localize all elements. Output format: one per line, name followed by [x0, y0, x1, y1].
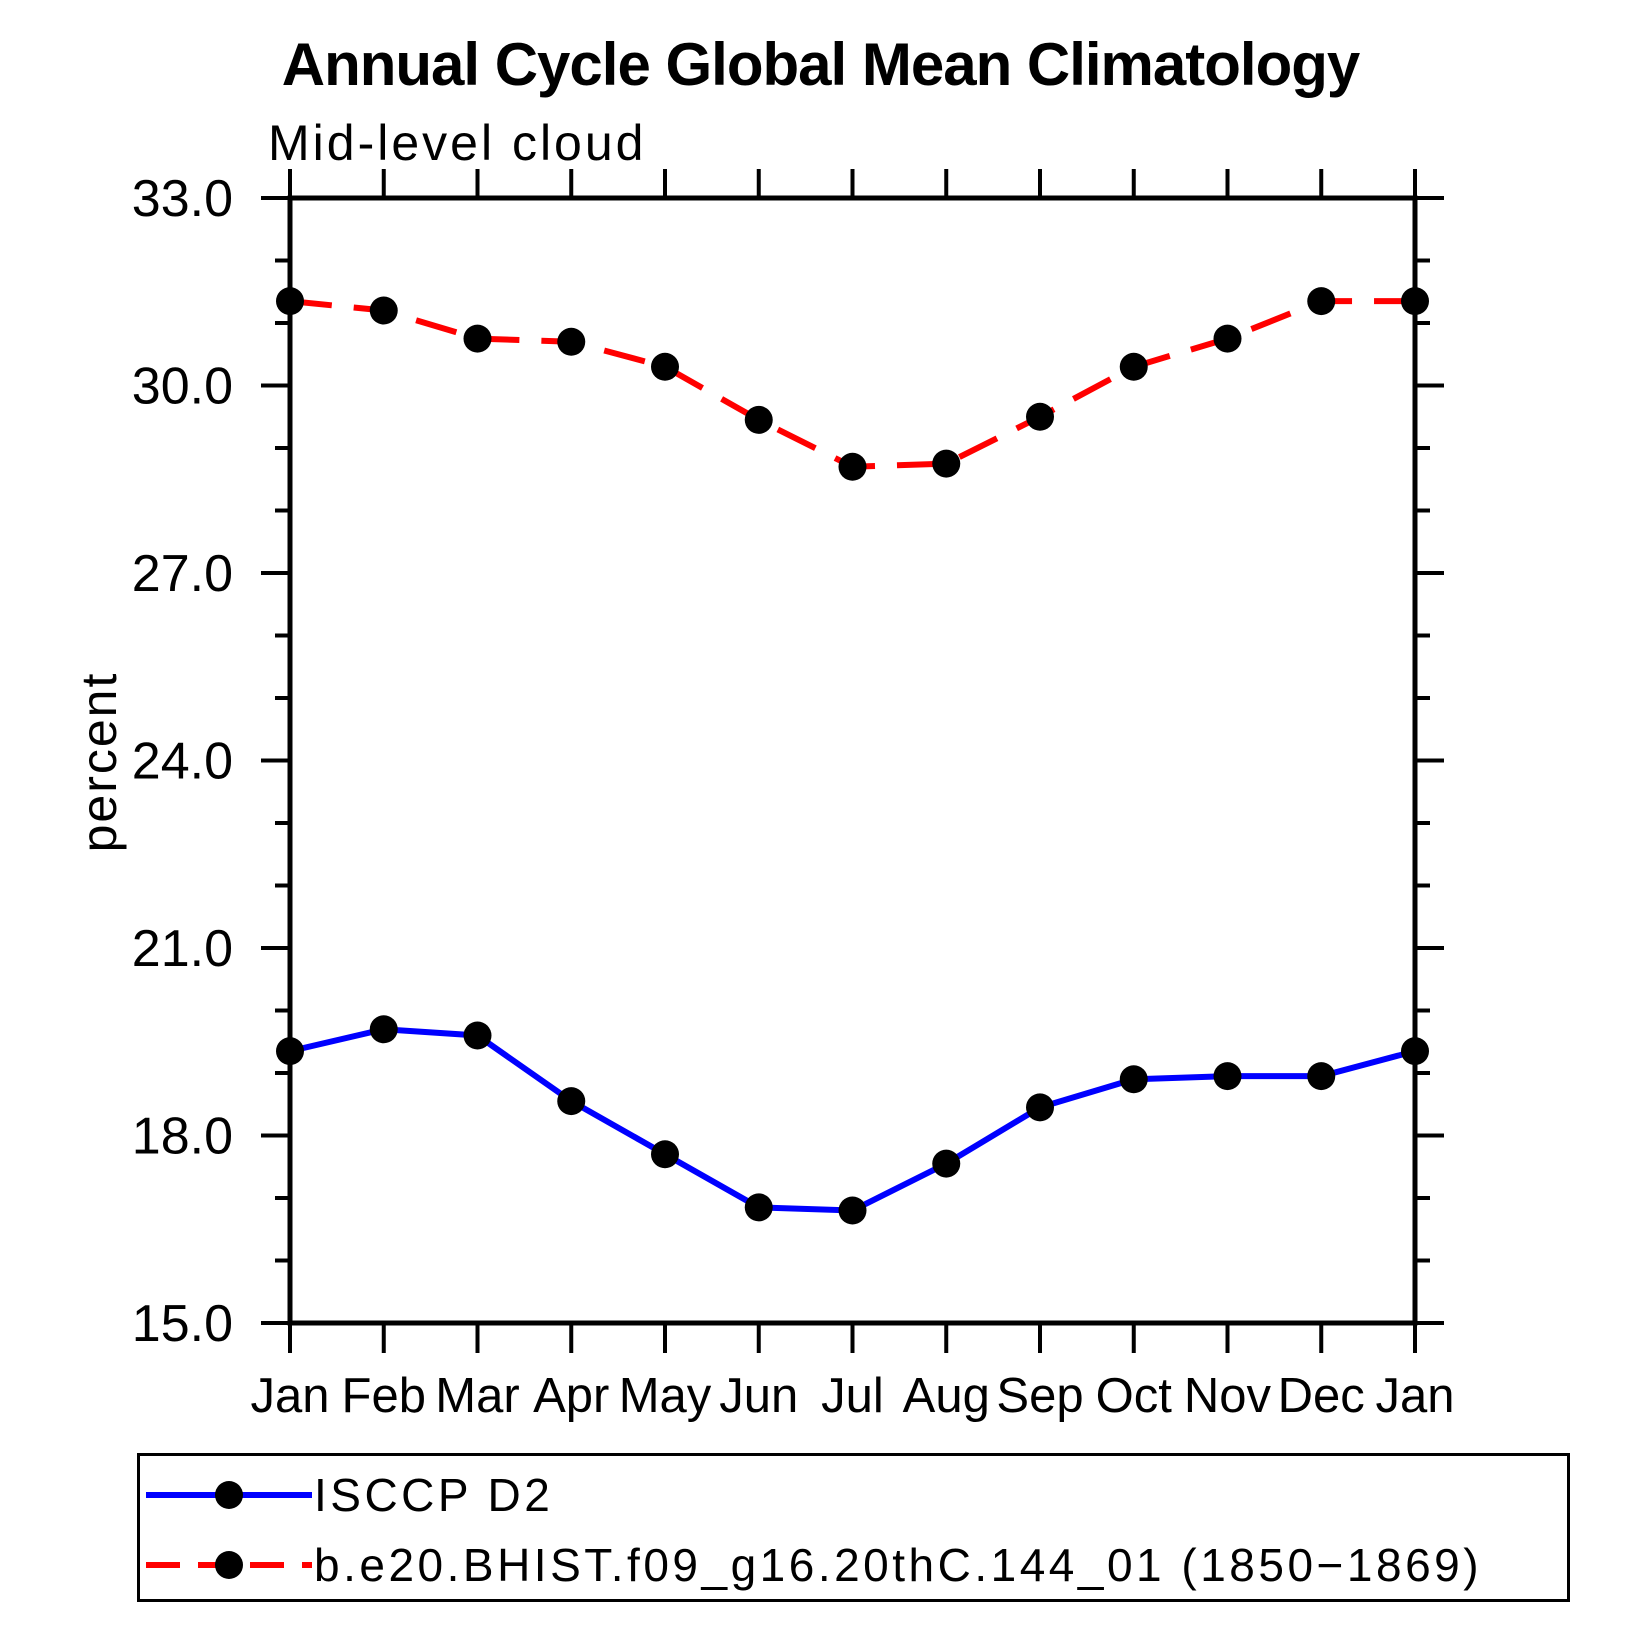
legend-sample-marker	[215, 1551, 243, 1579]
data-point-marker	[838, 1196, 867, 1225]
x-tick-label: May	[619, 1369, 712, 1423]
legend-label: b.e20.BHIST.f09_g16.20thC.144_01 (1850−1…	[314, 1539, 1483, 1591]
legend-sample-marker	[215, 1481, 243, 1509]
data-point-marker	[1307, 287, 1336, 316]
y-tick-label: 33.0	[132, 170, 233, 228]
data-point-marker	[838, 452, 867, 481]
x-tick-label: Dec	[1278, 1369, 1365, 1423]
y-tick-label: 30.0	[132, 358, 233, 416]
legend-label: ISCCP D2	[314, 1469, 554, 1521]
chart-subtitle: Mid-level cloud	[268, 115, 647, 171]
legend-item-isccp-d2: ISCCP D2	[144, 1469, 553, 1521]
data-point-marker	[276, 287, 304, 316]
y-tick-label: 24.0	[132, 733, 233, 791]
data-point-marker	[463, 1021, 492, 1050]
x-tick-label: Oct	[1096, 1369, 1173, 1423]
x-tick-label: Sep	[996, 1369, 1083, 1423]
x-tick-label: Jan	[1375, 1369, 1454, 1423]
x-tick-label: Aug	[903, 1369, 990, 1423]
data-point-marker	[1401, 1037, 1429, 1066]
data-point-marker	[369, 296, 398, 325]
y-tick-label: 21.0	[132, 920, 233, 978]
y-tick-label: 18.0	[132, 1108, 233, 1166]
x-tick-label: Feb	[342, 1369, 426, 1423]
data-point-marker	[557, 327, 586, 356]
x-tick-label: Jun	[719, 1369, 798, 1423]
data-point-marker	[1026, 402, 1054, 431]
series-line-0	[289, 1026, 1416, 1214]
plot-frame	[287, 195, 1418, 1326]
legend-box: ISCCP D2 b.e20.BHIST.f09_g16.20thC.144_0…	[137, 1453, 1570, 1602]
data-point-marker	[1213, 324, 1242, 353]
x-tick-label: Jan	[250, 1369, 329, 1423]
data-point-marker	[1026, 1093, 1054, 1122]
data-point-marker	[651, 1140, 679, 1169]
series-line-1	[289, 298, 1415, 470]
data-point-marker	[932, 1149, 961, 1178]
data-point-marker	[744, 405, 773, 434]
chart-title: Annual Cycle Global Mean Climatology	[281, 31, 1361, 98]
data-point-marker	[369, 1015, 398, 1044]
legend-item-model-run: b.e20.BHIST.f09_g16.20thC.144_01 (1850−1…	[144, 1539, 1482, 1591]
data-point-marker	[932, 449, 961, 478]
y-tick-label: 27.0	[132, 545, 233, 603]
x-tick-label: Jul	[821, 1369, 884, 1423]
data-point-marker	[1119, 352, 1148, 381]
legend-line-dashed-icon	[146, 1551, 312, 1579]
data-point-marker	[1401, 287, 1429, 316]
x-tick-label: Mar	[435, 1369, 519, 1423]
x-tick-label: Apr	[533, 1369, 609, 1423]
data-point-marker	[1307, 1062, 1336, 1091]
y-tick-label: 15.0	[132, 1295, 233, 1353]
data-point-marker	[463, 324, 492, 353]
data-point-marker	[744, 1193, 773, 1222]
data-point-marker	[1213, 1062, 1242, 1091]
x-tick-label: Nov	[1184, 1369, 1272, 1423]
data-point-marker	[557, 1087, 586, 1116]
data-point-marker	[276, 1037, 304, 1066]
data-point-marker	[1119, 1065, 1148, 1094]
legend-line-solid-icon	[146, 1481, 312, 1509]
data-point-marker	[651, 352, 679, 381]
